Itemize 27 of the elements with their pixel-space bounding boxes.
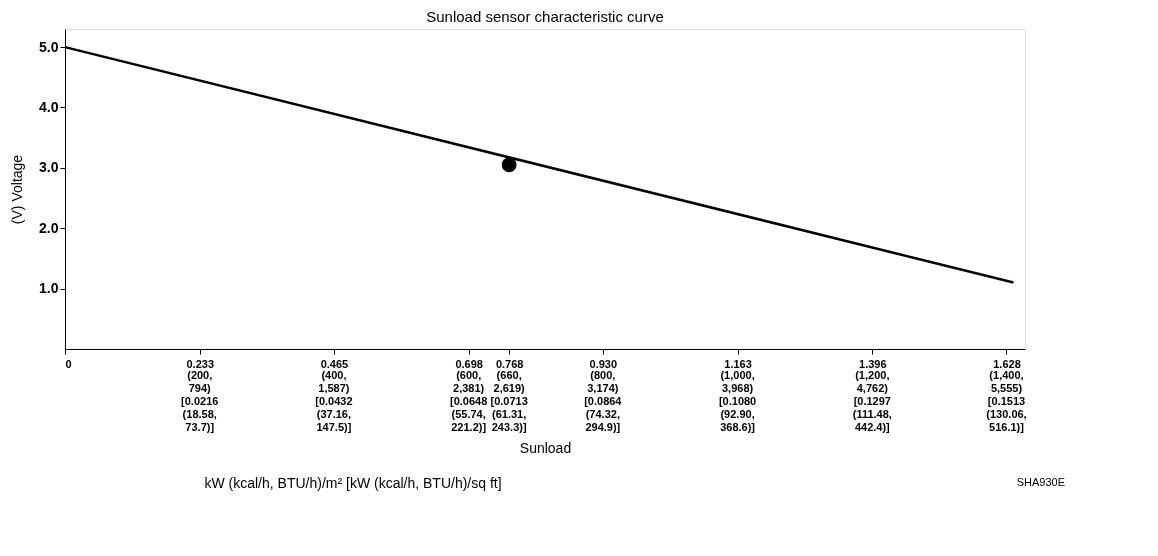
y-tick-label: 1.0 [39,280,59,297]
x-tick-label: 0.233 [186,357,215,370]
text: kW (kcal/h, BTU/h)/m² [kW (kcal/h, BTU/h)/sq ft] [204,475,502,491]
x-tick-label: 0.698 [455,357,483,370]
x-axis-title: Sunload [519,439,572,456]
text: (600, 2,381) [0.0648 (55.74, 221.2)] [450,369,488,433]
x-tick-label: 1.628 [993,357,1021,370]
x-tick-label: 0.768 [495,357,524,370]
text: SHA930E [1016,476,1065,488]
text: (800, 3,174) [0.0864 (74.32, 294.9)] [584,369,623,433]
text: (400, 1,587) [0.0432 (37.16, 147.5)] [315,369,353,433]
x-tick-label: 1.396 [859,357,887,370]
x-tick-label: 0 [65,357,72,370]
y-tick-label: 2.0 [39,219,59,236]
text: (1,200, 4,762) [0.1297 (111.48, 442.4)] [852,369,892,433]
x-tick-label: 0.465 [320,357,349,370]
text: (1,400, 5,555) [0.1513 (130.06, 516.1)] [986,369,1027,433]
y-tick-label: 3.0 [39,159,59,176]
y-tick-label: 5.0 [39,38,59,55]
text: (200, 794) [0.0216 (18.58, 73.7)] [181,369,219,433]
x-tick-label: 0.930 [589,357,618,370]
y-axis-title: (V) Voltage [9,154,26,225]
x-tick-label: 1.163 [724,357,752,370]
y-tick-label: 4.0 [39,98,59,115]
text: (660, 2,619) [0.0713 (61.31, 243.3)] [490,369,528,433]
text: (1,000, 3,968) [0.1080 (92.90, 368.6)] [718,369,757,433]
chart-title: Sunload sensor characteristic curve [426,8,664,25]
